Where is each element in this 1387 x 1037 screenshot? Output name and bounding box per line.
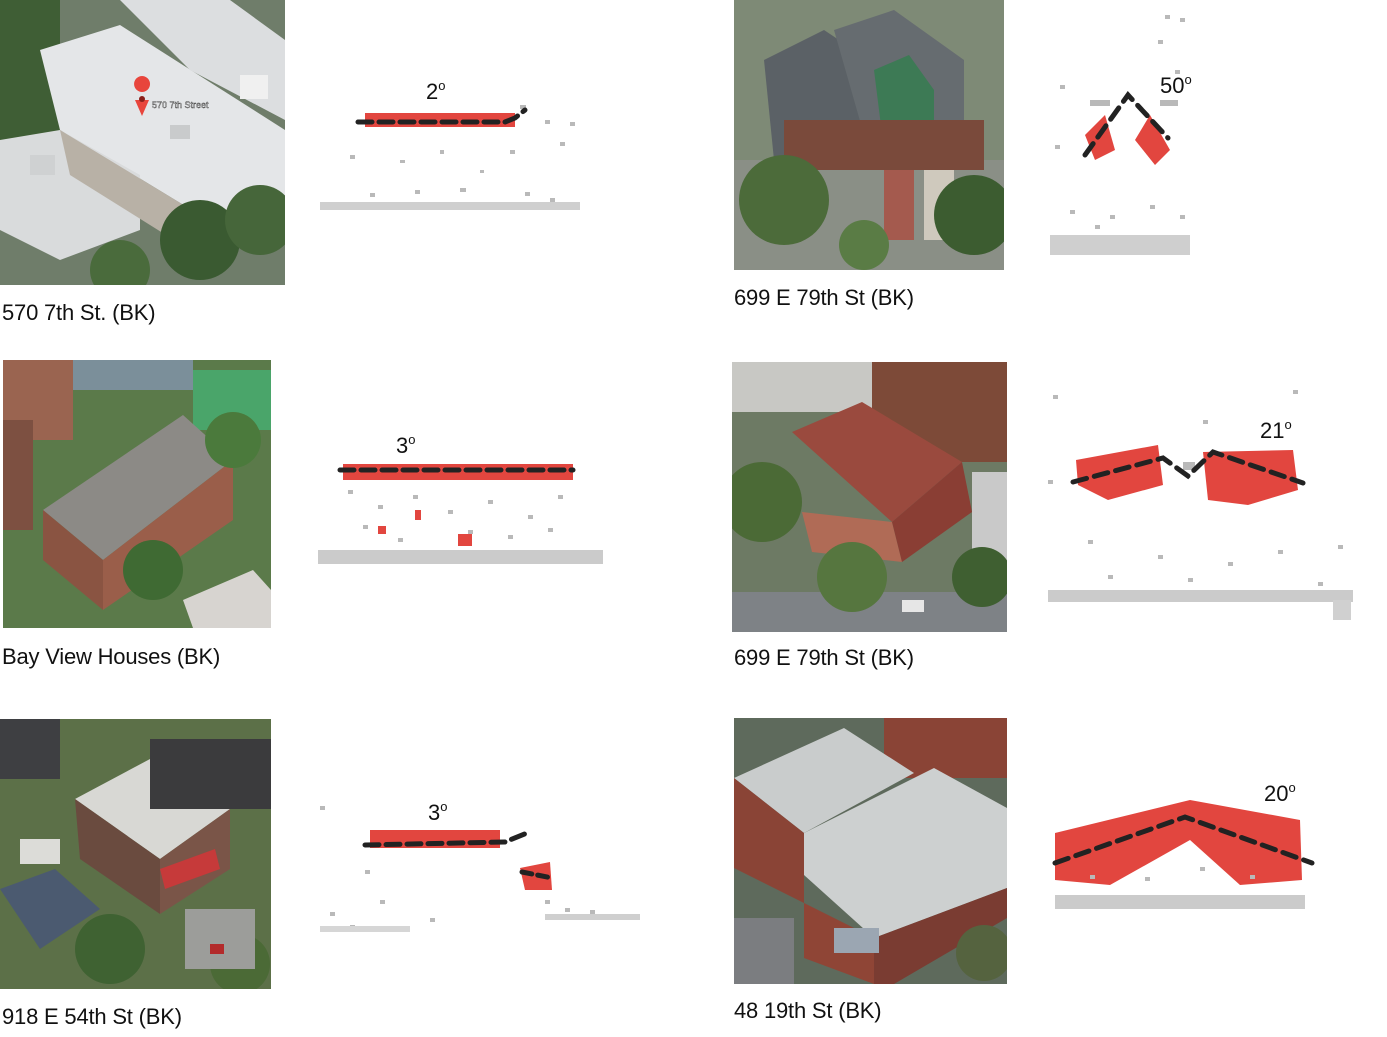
angle-label-case-2: 50o xyxy=(1160,72,1192,99)
location-pin-icon xyxy=(134,76,151,116)
angle-value: 20 xyxy=(1264,781,1289,806)
point-cloud-case-1 xyxy=(320,80,600,230)
pin-label: 570 7th Street xyxy=(152,100,209,110)
aerial-photo-918-e54 xyxy=(0,719,271,989)
caption-case-5: 918 E 54th St (BK) xyxy=(2,1004,182,1029)
caption-case-1: 570 7th St. (BK) xyxy=(2,300,156,325)
aerial-image xyxy=(732,362,1007,632)
point-cloud-svg xyxy=(1050,15,1190,255)
point-cloud-case-5 xyxy=(320,800,645,940)
aerial-image xyxy=(734,718,1007,984)
point-cloud-svg xyxy=(320,105,580,210)
aerial-photo-48-19th xyxy=(734,718,1007,984)
caption-case-6: 48 19th St (BK) xyxy=(734,998,882,1023)
aerial-photo-bay-view xyxy=(3,360,271,628)
angle-label-case-5: 3o xyxy=(428,799,447,826)
aerial-image xyxy=(734,0,1004,270)
angle-label-case-3: 3o xyxy=(396,432,415,459)
aerial-image xyxy=(3,360,271,628)
point-cloud-case-4 xyxy=(1048,390,1358,625)
degree-symbol: o xyxy=(1184,72,1192,87)
angle-value: 2 xyxy=(426,79,439,104)
point-cloud-case-3 xyxy=(318,450,608,575)
degree-symbol: o xyxy=(408,432,416,447)
caption-case-4: 699 E 79th St (BK) xyxy=(734,645,914,670)
degree-symbol: o xyxy=(1284,417,1292,432)
caption-case-2: 699 E 79th St (BK) xyxy=(734,285,914,310)
point-cloud-svg xyxy=(1052,800,1315,909)
aerial-photo-570-7th: 570 7th Street xyxy=(0,0,285,285)
degree-symbol: o xyxy=(438,78,446,93)
caption-case-3: Bay View Houses (BK) xyxy=(2,644,221,669)
angle-label-case-6: 20o xyxy=(1264,780,1296,807)
aerial-photo-699-e79-b xyxy=(732,362,1007,632)
aerial-image: 570 7th Street xyxy=(0,0,285,285)
point-cloud-svg xyxy=(320,806,640,932)
degree-symbol: o xyxy=(1288,780,1296,795)
degree-symbol: o xyxy=(440,799,448,814)
angle-value: 3 xyxy=(428,800,441,825)
point-cloud-case-2 xyxy=(1050,10,1210,265)
point-cloud-svg xyxy=(1048,390,1353,620)
aerial-photo-699-e79-a xyxy=(734,0,1004,270)
point-cloud-svg xyxy=(318,464,603,564)
angle-value: 50 xyxy=(1160,73,1185,98)
aerial-image xyxy=(0,719,271,989)
angle-label-case-4: 21o xyxy=(1260,417,1292,444)
angle-label-case-1: 2o xyxy=(426,78,445,105)
angle-value: 3 xyxy=(396,433,409,458)
angle-value: 21 xyxy=(1260,418,1285,443)
point-cloud-case-6 xyxy=(1050,795,1315,915)
